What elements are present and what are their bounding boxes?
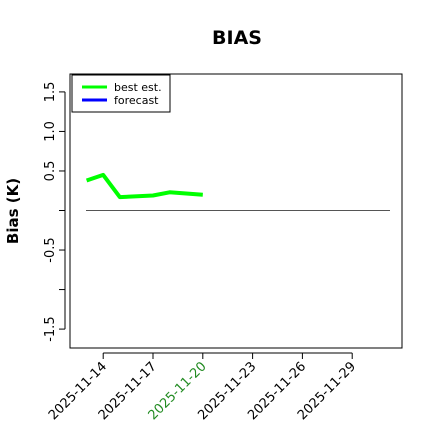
- y-tick-label: 0.5: [43, 161, 58, 182]
- y-axis-label: Bias (K): [4, 178, 22, 244]
- plot-frame: [69, 73, 403, 349]
- y-axis: -1.5 -0.5 0.5 1.0 1.5: [43, 82, 66, 342]
- legend: best est.forecast: [71, 74, 171, 113]
- y-tick-label: -1.5: [43, 316, 58, 341]
- x-axis: 2025-11-142025-11-172025-11-202025-11-23…: [46, 352, 359, 423]
- series-line-best-est: [85, 172, 203, 200]
- legend-box: [71, 74, 171, 113]
- y-tick-label: -0.5: [43, 237, 58, 262]
- chart-title: BIAS: [212, 27, 262, 49]
- legend-label: forecast: [114, 94, 159, 107]
- y-tick-label: 1.5: [43, 82, 58, 103]
- y-tick-label: 1.0: [43, 121, 58, 142]
- legend-label: best est.: [114, 81, 162, 94]
- series-layer: [85, 172, 203, 200]
